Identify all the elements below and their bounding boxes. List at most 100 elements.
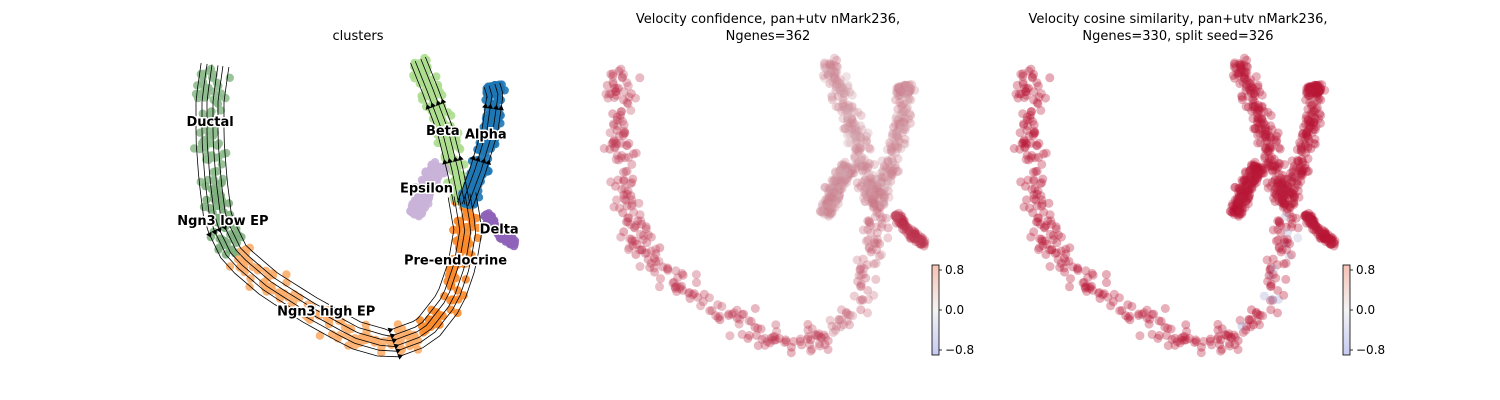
data-point xyxy=(1121,311,1131,321)
data-point xyxy=(897,127,907,137)
data-point xyxy=(896,122,906,132)
data-point xyxy=(1230,204,1239,214)
data-point xyxy=(861,273,871,283)
data-point xyxy=(832,55,842,65)
data-point xyxy=(1237,321,1247,331)
data-point xyxy=(1253,118,1263,128)
colorbar-gradient xyxy=(931,264,940,356)
data-point xyxy=(1254,105,1264,115)
data-point xyxy=(1213,325,1223,335)
streamline-arrow xyxy=(221,224,227,231)
data-point xyxy=(1037,199,1047,209)
data-point xyxy=(1253,116,1263,126)
data-point xyxy=(893,154,903,164)
data-point xyxy=(1255,320,1264,330)
data-point xyxy=(1301,114,1311,124)
data-point xyxy=(1293,180,1303,190)
data-point xyxy=(863,162,873,172)
data-point xyxy=(1273,177,1283,187)
data-point xyxy=(1281,199,1291,209)
data-point xyxy=(900,125,910,135)
streamline-arrow xyxy=(485,159,491,166)
data-point xyxy=(1264,158,1274,168)
data-point xyxy=(1248,163,1258,173)
data-point xyxy=(1026,110,1035,120)
data-point xyxy=(1253,163,1263,172)
data-point xyxy=(1293,233,1303,243)
data-point xyxy=(1285,201,1295,211)
data-point xyxy=(1166,324,1176,334)
cluster-label: Beta xyxy=(426,124,460,139)
data-point xyxy=(1283,187,1293,197)
data-point xyxy=(619,126,629,136)
data-point xyxy=(479,123,488,132)
data-point xyxy=(1320,234,1330,244)
data-point xyxy=(1088,270,1098,280)
data-point xyxy=(1263,107,1273,117)
data-point xyxy=(843,172,853,182)
data-point xyxy=(1021,138,1031,148)
data-point xyxy=(835,172,845,182)
data-point xyxy=(1251,171,1261,181)
data-point xyxy=(868,189,878,199)
data-point xyxy=(1321,230,1331,240)
data-point xyxy=(781,337,791,347)
data-point xyxy=(813,331,823,341)
data-point xyxy=(865,187,875,197)
data-point xyxy=(898,83,908,93)
data-point xyxy=(1257,124,1267,134)
data-point xyxy=(819,330,829,340)
data-point xyxy=(1289,192,1299,202)
streamline xyxy=(195,62,482,358)
data-point xyxy=(1282,184,1292,194)
data-point xyxy=(1255,118,1265,128)
data-point xyxy=(843,163,853,173)
data-point xyxy=(844,105,854,115)
data-point xyxy=(739,309,749,319)
data-point xyxy=(826,67,836,77)
data-point xyxy=(1248,177,1257,187)
data-point xyxy=(615,203,625,213)
data-point xyxy=(876,182,886,192)
data-point xyxy=(888,170,898,180)
data-point xyxy=(1020,143,1030,153)
data-point xyxy=(906,234,916,244)
data-point xyxy=(897,220,906,230)
data-point xyxy=(875,239,885,249)
streamline-arrow xyxy=(480,158,487,164)
data-point xyxy=(1274,243,1284,253)
data-point xyxy=(627,178,637,188)
data-point xyxy=(463,228,472,237)
streamline-arrow xyxy=(453,156,459,162)
data-point xyxy=(834,179,844,189)
data-point xyxy=(1248,177,1257,187)
data-point xyxy=(863,308,872,318)
data-point xyxy=(1290,183,1300,193)
data-point xyxy=(831,190,841,200)
data-point xyxy=(1243,62,1252,72)
data-point xyxy=(888,129,898,139)
data-point xyxy=(1160,322,1170,332)
data-point xyxy=(616,232,626,242)
data-point xyxy=(618,208,628,218)
data-point xyxy=(1223,331,1233,341)
data-point xyxy=(824,209,834,219)
data-point xyxy=(1261,132,1271,142)
data-point xyxy=(1073,263,1083,273)
data-point xyxy=(1305,83,1315,93)
data-point xyxy=(1315,109,1325,119)
data-point xyxy=(916,240,926,249)
data-point xyxy=(1305,212,1315,222)
data-point xyxy=(282,270,291,279)
data-point xyxy=(875,187,885,197)
data-point xyxy=(857,161,867,171)
data-point xyxy=(870,190,880,200)
data-point xyxy=(1117,306,1127,315)
data-point xyxy=(1255,138,1265,148)
data-point xyxy=(1177,335,1187,345)
data-point xyxy=(891,163,900,173)
data-point xyxy=(626,191,636,201)
data-point xyxy=(1262,255,1272,265)
data-point xyxy=(839,161,849,171)
data-point xyxy=(1273,179,1283,189)
